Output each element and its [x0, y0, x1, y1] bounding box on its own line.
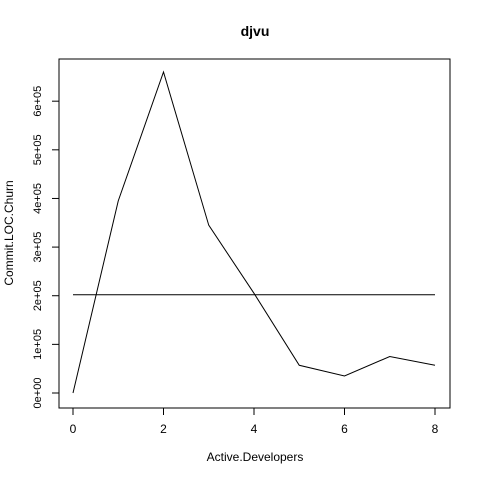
- y-tick-label: 5e+05: [32, 134, 44, 165]
- y-tick-label: 3e+05: [32, 232, 44, 263]
- x-tick-label: 8: [432, 422, 439, 436]
- x-tick-label: 6: [341, 422, 348, 436]
- x-tick-label: 2: [160, 422, 167, 436]
- y-tick-label: 0e+00: [32, 378, 44, 409]
- x-tick-label: 0: [70, 422, 77, 436]
- x-axis: 0 2 4 6 8: [70, 407, 439, 436]
- y-tick-label: 2e+05: [32, 280, 44, 311]
- plot-area: [72, 70, 436, 394]
- y-tick-label: 1e+05: [32, 329, 44, 360]
- x-axis-label: Active.Developers: [207, 450, 304, 464]
- y-tick-label: 4e+05: [32, 183, 44, 214]
- chart-title: djvu: [241, 23, 270, 39]
- y-axis-label: Commit.LOC.Churn: [2, 180, 16, 285]
- y-tick-label: 6e+05: [32, 86, 44, 117]
- x-tick-label: 4: [251, 422, 258, 436]
- y-axis: 0e+00 1e+05 2e+05 3e+05 4e+05 5e+05 6e+05: [32, 86, 60, 409]
- series-line: [72, 70, 436, 394]
- plot-frame: [58, 58, 451, 409]
